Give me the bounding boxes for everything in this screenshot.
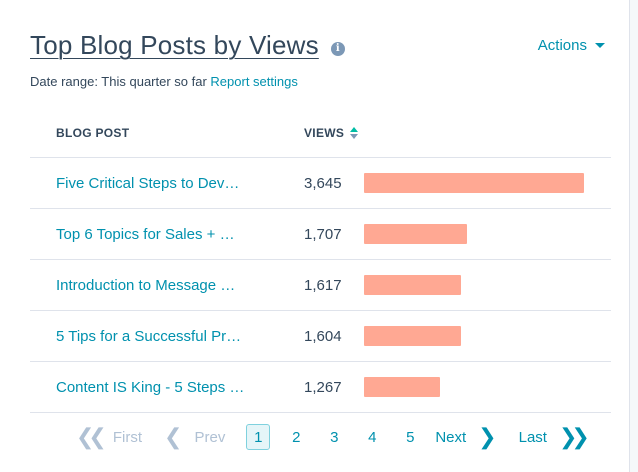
first-page-button[interactable]: ❮❮ First: [76, 425, 142, 450]
report-settings-link[interactable]: Report settings: [210, 74, 298, 89]
report-title[interactable]: Top Blog Posts by Views: [30, 30, 319, 60]
blog-post-link[interactable]: Five Critical Steps to Dev…: [56, 175, 240, 192]
views-value: 3,645: [304, 175, 342, 192]
sort-icon[interactable]: [350, 127, 359, 139]
next-page-button[interactable]: Next ❯: [435, 425, 496, 450]
blog-post-link[interactable]: 5 Tips for a Successful Pr…: [56, 328, 242, 345]
views-bar: [364, 326, 461, 346]
chevron-left-icon: ❮: [164, 424, 183, 450]
actions-label: Actions: [537, 37, 587, 54]
title-row: Top Blog Posts by Views i: [30, 30, 345, 61]
table-header: BLOG POST VIEWS: [30, 112, 611, 158]
table-body: Five Critical Steps to Dev… 3,645 Top 6 To…: [30, 158, 611, 413]
date-range-label: Date range: This quarter so far: [30, 74, 207, 89]
column-header-views-label: VIEWS: [304, 126, 345, 140]
views-bar-track: [364, 377, 586, 397]
views-value: 1,604: [304, 328, 342, 345]
views-bar: [364, 377, 441, 397]
caret-down-icon: [595, 43, 605, 48]
info-icon[interactable]: i: [330, 41, 345, 56]
last-label: Last: [518, 428, 547, 446]
last-page-button[interactable]: Last ❯❯: [518, 424, 590, 450]
views-bar-track: [364, 326, 586, 346]
views-bar: [364, 275, 462, 295]
table-row: 5 Tips for a Successful Pr… 1,604: [30, 311, 611, 362]
page-number-5[interactable]: 5: [406, 428, 415, 446]
prev-label: Prev: [194, 428, 226, 446]
double-chevron-right-icon: ❯❯: [558, 424, 590, 450]
actions-dropdown[interactable]: Actions: [538, 37, 605, 54]
page-number-2[interactable]: 2: [292, 428, 301, 446]
blog-post-link[interactable]: Top 6 Topics for Sales + …: [56, 226, 235, 243]
views-value: 1,707: [304, 226, 342, 243]
first-label: First: [112, 428, 143, 446]
blog-post-link[interactable]: Content IS King - 5 Steps …: [56, 379, 245, 396]
views-bar: [364, 224, 467, 244]
next-label: Next: [435, 428, 467, 446]
double-chevron-left-icon: ❮❮: [76, 424, 107, 450]
page-numbers: 1 2 3 4 5: [239, 424, 429, 450]
blog-posts-table: BLOG POST VIEWS Five Critical Steps to D…: [30, 112, 611, 413]
table-row: Content IS King - 5 Steps … 1,267: [30, 362, 611, 413]
views-bar-track: [364, 173, 586, 193]
views-value: 1,267: [304, 379, 342, 396]
page-number-1[interactable]: 1: [246, 424, 271, 450]
table-row: Top 6 Topics for Sales + … 1,707: [30, 209, 611, 260]
views-bar-track: [364, 275, 586, 295]
views-bar: [364, 173, 584, 193]
column-header-blog-post[interactable]: BLOG POST: [56, 126, 130, 140]
chevron-right-icon: ❯: [478, 424, 497, 450]
table-row: Introduction to Message … 1,617: [30, 260, 611, 311]
pagination: ❮❮ First ❮ Prev 1 2 3 4 5 Next ❯ Last ❯❯: [76, 423, 590, 451]
prev-page-button[interactable]: ❮ Prev: [164, 425, 225, 450]
column-header-views[interactable]: VIEWS: [304, 126, 359, 140]
blog-post-link[interactable]: Introduction to Message …: [56, 277, 236, 294]
page-number-3[interactable]: 3: [330, 428, 339, 446]
date-range: Date range: This quarter so far Report s…: [30, 74, 298, 89]
page-number-4[interactable]: 4: [368, 428, 377, 446]
table-row: Five Critical Steps to Dev… 3,645: [30, 158, 611, 209]
views-bar-track: [364, 224, 586, 244]
views-value: 1,617: [304, 277, 342, 294]
